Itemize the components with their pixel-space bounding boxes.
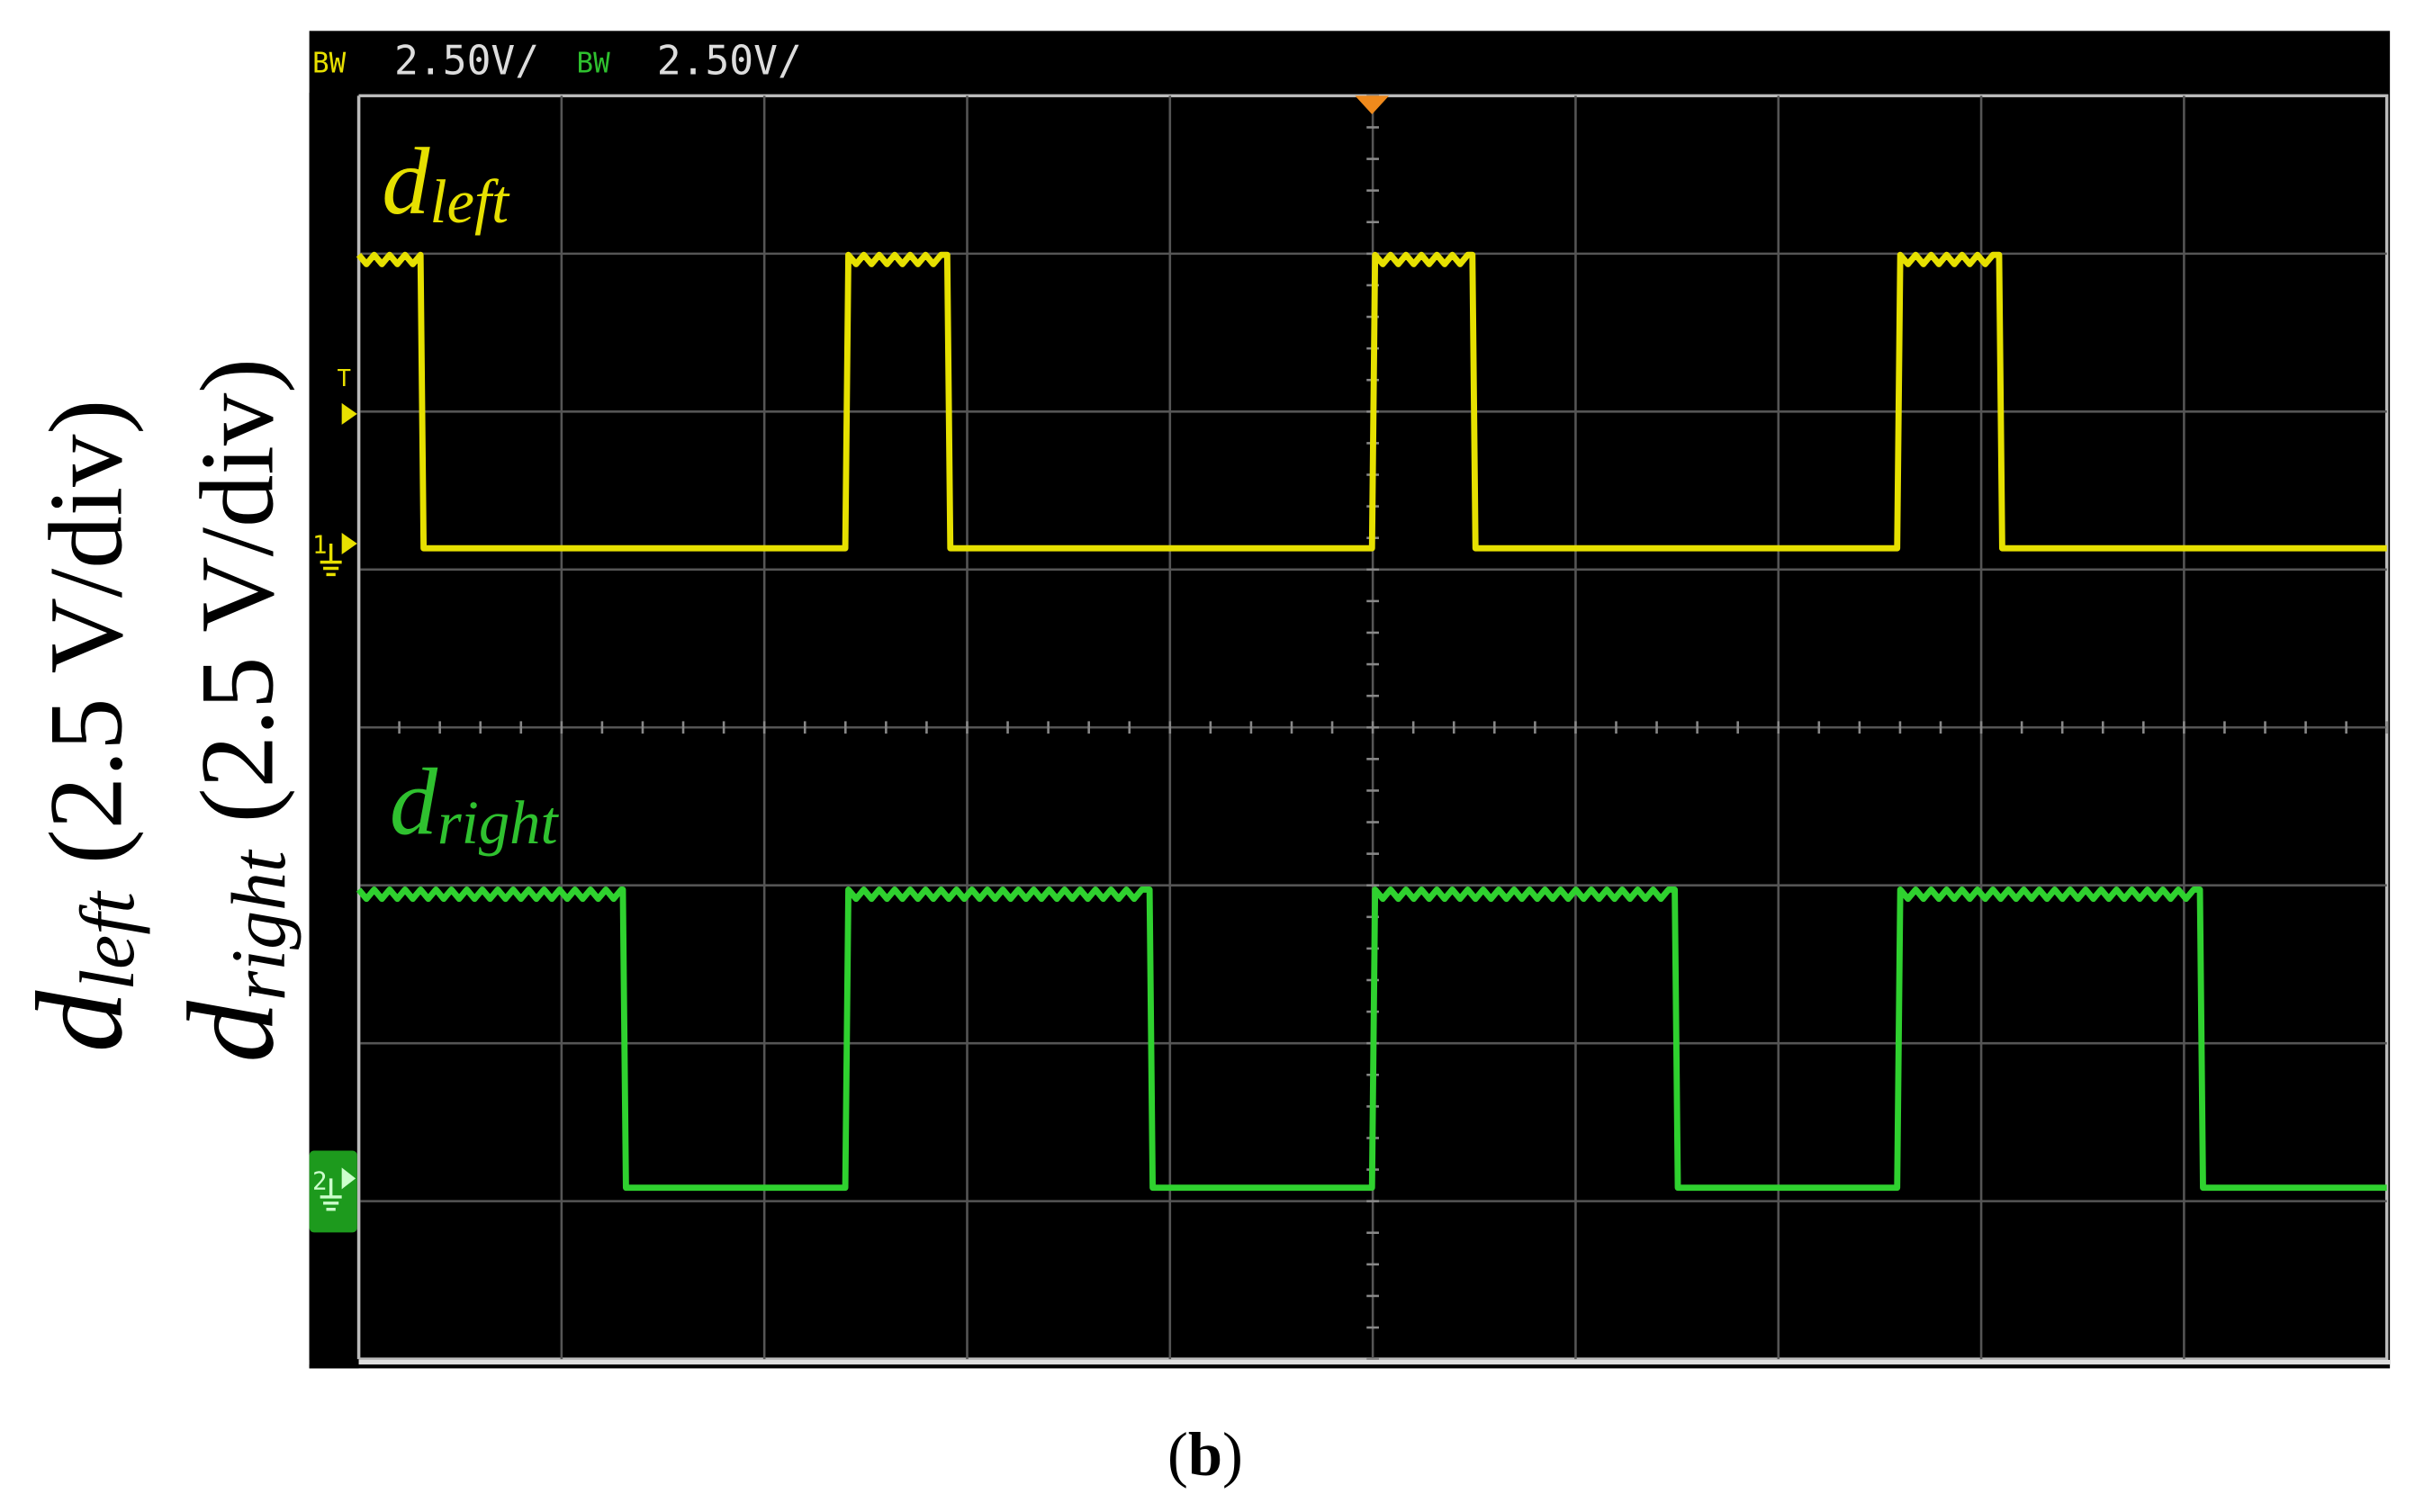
ch2-marker bbox=[341, 1167, 356, 1190]
axis-unit: (2.5 V/div) bbox=[179, 358, 295, 823]
trace-label-left: dleft bbox=[382, 129, 510, 236]
trigger-level-marker bbox=[341, 402, 357, 425]
trace-symbol: d bbox=[382, 129, 430, 235]
axis-symbol: d bbox=[11, 990, 148, 1052]
trigger-level-label: T bbox=[338, 365, 352, 392]
axis-unit: (2.5 V/div) bbox=[28, 400, 144, 864]
trace-label-right: dright bbox=[390, 750, 560, 857]
ch2-ground bbox=[320, 1178, 342, 1211]
caption-letter: b bbox=[1188, 1420, 1222, 1489]
ch2-bw: BW bbox=[576, 48, 610, 80]
waveforms bbox=[356, 251, 2387, 1192]
axis-subscript: right bbox=[216, 849, 302, 1001]
waveform-right bbox=[356, 886, 2387, 1192]
y-axis-label-right: dright (2.5 V/div) bbox=[162, 358, 302, 1063]
y-axis-label-left: dleft (2.5 V/div) bbox=[11, 400, 150, 1053]
trace-subscript: left bbox=[429, 167, 510, 236]
axis-symbol: d bbox=[162, 1001, 299, 1063]
waveform-left bbox=[356, 251, 2387, 552]
ch1-bw: BW bbox=[312, 48, 347, 80]
caption: (b) bbox=[1167, 1420, 1243, 1489]
caption-open: ( bbox=[1167, 1420, 1188, 1489]
trigger-position bbox=[1355, 95, 1390, 114]
ch2-scale: 2.50V/ bbox=[657, 37, 802, 84]
ch1-ground bbox=[320, 544, 342, 577]
axis-subscript: left bbox=[65, 890, 150, 991]
ch1-marker-label: 1 bbox=[312, 531, 328, 559]
trace-symbol: d bbox=[390, 750, 438, 856]
scope-screen bbox=[309, 31, 2391, 1369]
ch1-marker bbox=[341, 533, 357, 555]
ch1-scale: 2.50V/ bbox=[394, 37, 539, 84]
ch2-marker-label: 2 bbox=[312, 1167, 328, 1195]
trace-subscript: right bbox=[437, 788, 559, 857]
caption-close: ) bbox=[1222, 1420, 1243, 1489]
